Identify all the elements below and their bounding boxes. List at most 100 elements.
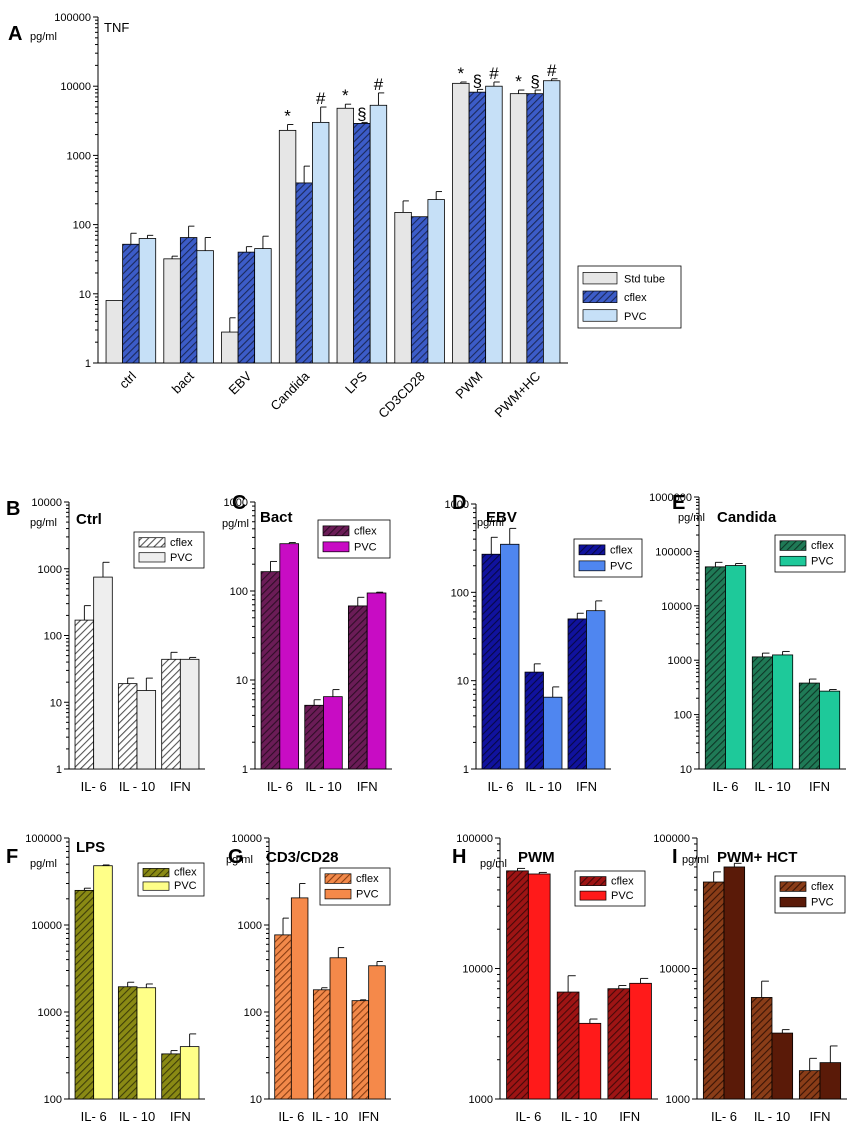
y-tick-label: 10000 (31, 920, 62, 932)
category-label: IFN (619, 1109, 640, 1124)
y-tick-label: 10 (236, 675, 248, 687)
bar-pvc (136, 690, 157, 770)
category-label: IFN (810, 1109, 831, 1124)
legend-label: cflex (811, 881, 834, 893)
significance-mark: # (374, 75, 384, 94)
bar-pvc (369, 104, 388, 364)
legend-swatch (324, 888, 352, 900)
bar-pvc (196, 250, 214, 364)
panel-c: Cpg/ml Bact 1 10 100 1000 IL- 6 IL - 10 IFN cflex… (222, 492, 392, 794)
bar-cflex (751, 656, 773, 770)
legend-label: cflex (356, 873, 379, 885)
bar-cflex (524, 671, 544, 770)
category-label: EBV (225, 368, 254, 397)
y-tick-label: 10000 (231, 833, 262, 845)
y-unit: pg/ml (682, 854, 709, 866)
bar-cflex (351, 1000, 370, 1100)
legend-label: PVC (611, 890, 634, 902)
bar-cflex (295, 182, 313, 364)
bar-std-tube (452, 82, 470, 364)
y-unit: pg/ml (222, 518, 249, 530)
category-label: CD3CD28 (375, 369, 428, 422)
panel-label: D (452, 492, 466, 514)
legend-swatch (579, 876, 607, 886)
legend-swatch (582, 272, 618, 285)
legend-label: cflex (611, 875, 634, 887)
legend-swatch (324, 873, 352, 884)
y-tick-label: 100 (44, 1094, 62, 1106)
bar-pvc (819, 1062, 842, 1100)
bar-cflex (161, 1053, 181, 1100)
category-label: IL- 6 (81, 779, 107, 794)
category-label: IL - 10 (305, 779, 341, 794)
legend-label: cflex (811, 540, 834, 552)
bar-std-tube (509, 93, 528, 364)
y-unit: pg/ml (30, 31, 57, 43)
bar-cflex (312, 989, 331, 1100)
legend-label: PVC (610, 561, 633, 573)
y-tick-label: 100000 (655, 546, 692, 558)
bar-cflex (481, 553, 501, 770)
bar-std-tube (163, 258, 181, 364)
y-tick-label: 10000 (462, 964, 493, 976)
bar-cflex (122, 243, 140, 364)
significance-mark: # (547, 61, 557, 80)
bar-std-tube (394, 212, 412, 364)
legend-label: PVC (170, 552, 193, 564)
legend-swatch (779, 896, 807, 908)
legend-swatch (322, 525, 350, 537)
chart-title: PWM (518, 849, 555, 866)
panel-label: E (672, 492, 685, 514)
category-label: IL- 6 (515, 1109, 541, 1124)
bar-cflex (567, 618, 587, 770)
bar-cflex (237, 251, 256, 364)
bar-cflex (353, 123, 371, 364)
bar-pvc (329, 957, 348, 1100)
category-label: IL - 10 (561, 1109, 597, 1124)
legend-swatch (578, 544, 606, 556)
panel-label: G (228, 846, 244, 868)
legend-label: cflex (174, 867, 197, 879)
y-tick-label: 1000 (238, 920, 262, 932)
panel-label: I (672, 846, 678, 868)
y-unit: pg/ml (480, 858, 507, 870)
bar-cflex (702, 881, 725, 1100)
bar-cflex (798, 682, 820, 770)
legend-swatch (779, 555, 807, 567)
category-label: IFN (170, 779, 191, 794)
significance-mark: # (489, 64, 499, 83)
bar-pvc (279, 543, 300, 770)
panel-label: A (8, 23, 22, 45)
legend-swatch (779, 881, 807, 892)
bar-cflex (74, 619, 95, 770)
significance-mark: § (530, 72, 539, 91)
category-label: PWM (452, 369, 485, 402)
bar-pvc (136, 987, 157, 1100)
category-label: IL- 6 (711, 1109, 737, 1124)
bar-pvc (771, 1032, 794, 1100)
legend: Std tube cflex PVC (577, 265, 682, 329)
category-label: IFN (357, 779, 378, 794)
category-label: IL- 6 (278, 1109, 304, 1124)
bar-pvc (138, 238, 157, 364)
bar-pvc (543, 696, 563, 770)
y-tick-label: 1000 (38, 1007, 62, 1019)
y-tick-label: 1 (242, 764, 248, 776)
significance-mark: * (515, 72, 522, 91)
legend-label: cflex (354, 526, 377, 538)
bar-std-tube (336, 107, 354, 364)
y-tick-label: 1 (56, 764, 62, 776)
legend-label: cflex (170, 537, 193, 549)
y-tick-label: 100000 (54, 12, 91, 24)
bar-std-tube (278, 129, 297, 364)
bar-cflex (274, 934, 292, 1100)
bar-pvc (725, 565, 747, 770)
category-label: IL- 6 (487, 779, 513, 794)
legend-swatch (779, 540, 807, 551)
